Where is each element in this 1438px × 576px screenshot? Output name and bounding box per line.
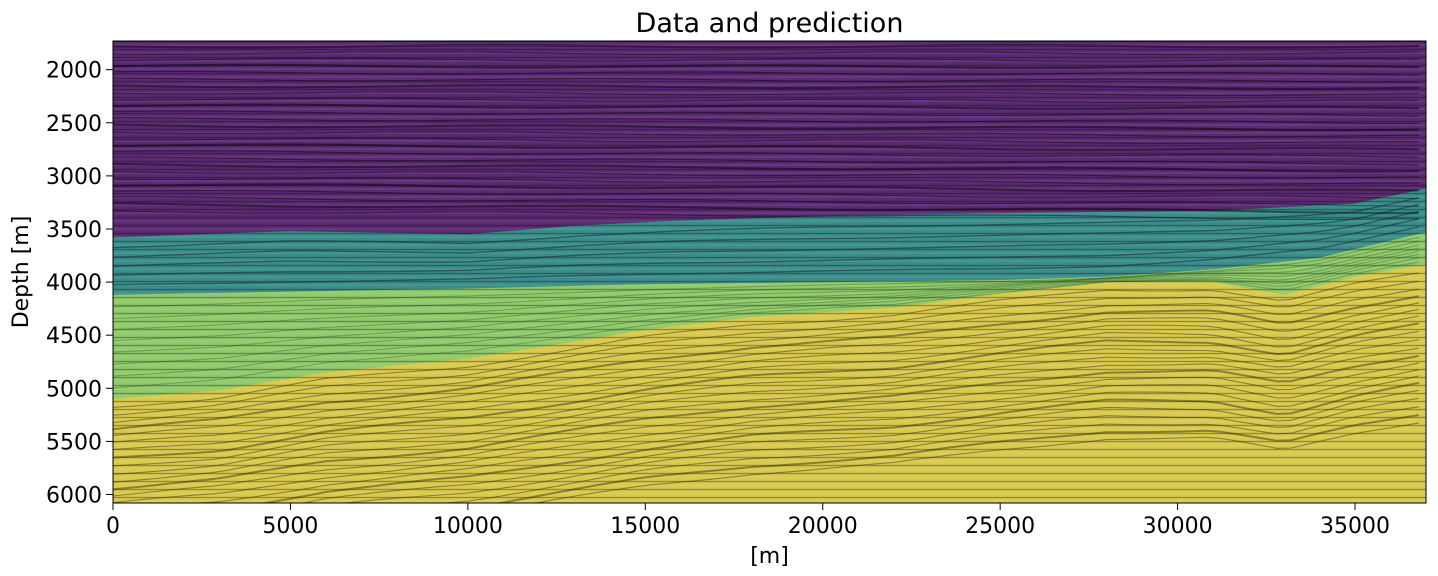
reflector-line-34: [113, 247, 1420, 342]
x-tick-label: 20000: [788, 514, 858, 539]
reflector-line-29: [113, 218, 1420, 276]
reflector-line-27: [113, 203, 1420, 258]
y-tick-label: 3000: [46, 165, 102, 190]
reflector-line-15: [113, 143, 1419, 151]
reflector-line-44: [113, 308, 1420, 443]
y-tick-label: 6000: [46, 484, 102, 509]
y-axis: 2000 2500 3000 3500 4000 4500 5000 5500 6000: [46, 59, 113, 509]
reflector-line-23: [113, 196, 1419, 207]
reflector-line-12: [113, 123, 1419, 132]
reflector-line-20: [113, 177, 1419, 186]
reflector-line-11: [113, 116, 1419, 125]
reflector-line-8: [113, 97, 1419, 103]
reflector-line-1: [113, 51, 1419, 55]
y-tick-label: 2500: [46, 112, 102, 137]
reflector-line-36: [113, 253, 1420, 365]
reflector-line-40: [113, 280, 1419, 416]
reflector-line-21: [113, 183, 1419, 192]
reflector-line-56: [338, 397, 1419, 503]
reflector-line-7: [113, 91, 1419, 97]
reflector-line-37: [113, 257, 1420, 377]
reflector-line-19: [113, 171, 1419, 179]
reflector-line-32: [113, 240, 1420, 319]
reflector-line-35: [113, 250, 1420, 353]
reflector-line-17: [113, 156, 1419, 166]
y-tick-label: 4500: [46, 324, 102, 349]
x-tick-label: 15000: [610, 514, 680, 539]
reflector-line-5: [113, 77, 1419, 83]
reflector-line-38: [113, 261, 1419, 389]
reflector-line-28: [113, 210, 1420, 267]
x-tick-label: 0: [106, 514, 120, 539]
reflector-line-49: [113, 347, 1419, 483]
reflector-line-48: [113, 339, 1419, 475]
reflector-line-45: [113, 315, 1420, 451]
y-tick-label: 3500: [46, 218, 102, 243]
x-tick-label: 10000: [433, 514, 503, 539]
reflector-line-13: [113, 131, 1419, 138]
reflector-line-16: [113, 150, 1419, 158]
reflector-line-9: [113, 103, 1419, 110]
reflector-line-31: [113, 236, 1420, 308]
reflector-line-6: [113, 84, 1419, 90]
reflector-line-54: [259, 381, 1420, 503]
reflector-line-47: [113, 330, 1419, 467]
x-tick-label: 30000: [1143, 514, 1213, 539]
reflector-line-26: [113, 197, 1420, 249]
x-tick-label: 25000: [965, 514, 1035, 539]
x-axis-label: [m]: [750, 544, 789, 569]
reflector-line-39: [113, 272, 1419, 408]
reflector-line-50: [113, 355, 1420, 491]
reflector-line-41: [113, 288, 1419, 424]
reflector-line-18: [113, 162, 1419, 173]
y-axis-label: Depth [m]: [9, 216, 34, 329]
reflector-line-0: [113, 43, 1419, 49]
reflector-line-43: [113, 302, 1420, 437]
x-axis: 0 5000 10000 15000 20000 25000 30000 35000: [106, 503, 1390, 539]
y-tick-label: 5000: [46, 377, 102, 402]
reflector-line-55: [300, 389, 1419, 503]
reflector-line-46: [113, 322, 1420, 459]
reflector-line-58: [494, 414, 1420, 503]
reflector-line-30: [113, 226, 1420, 286]
reflector-line-51: [113, 362, 1420, 497]
reflector-line-52: [113, 369, 1420, 503]
reflector-line-4: [113, 70, 1419, 76]
reflector-line-14: [113, 137, 1419, 144]
plot-frame: [112, 40, 1427, 504]
reflector-line-2: [113, 57, 1419, 62]
y-tick-label: 4000: [46, 271, 102, 296]
plot-area: [113, 41, 1426, 503]
reflector-line-3: [113, 63, 1419, 70]
x-tick-label: 35000: [1320, 514, 1390, 539]
x-tick-label: 5000: [262, 514, 318, 539]
seismic-reflectors: [113, 43, 1420, 503]
y-tick-label: 5500: [46, 430, 102, 455]
reflector-line-10: [113, 110, 1419, 117]
reflector-line-59: [532, 422, 1419, 503]
reflector-line-22: [113, 189, 1419, 200]
y-tick-label: 2000: [46, 59, 102, 84]
reflector-line-57: [437, 406, 1419, 503]
chart-title: Data and prediction: [636, 8, 904, 39]
reflector-line-33: [113, 244, 1420, 331]
reflector-line-42: [113, 295, 1420, 431]
reflector-line-53: [188, 375, 1420, 503]
reflector-line-24: [113, 202, 1419, 215]
reflector-line-25: [113, 210, 1419, 220]
